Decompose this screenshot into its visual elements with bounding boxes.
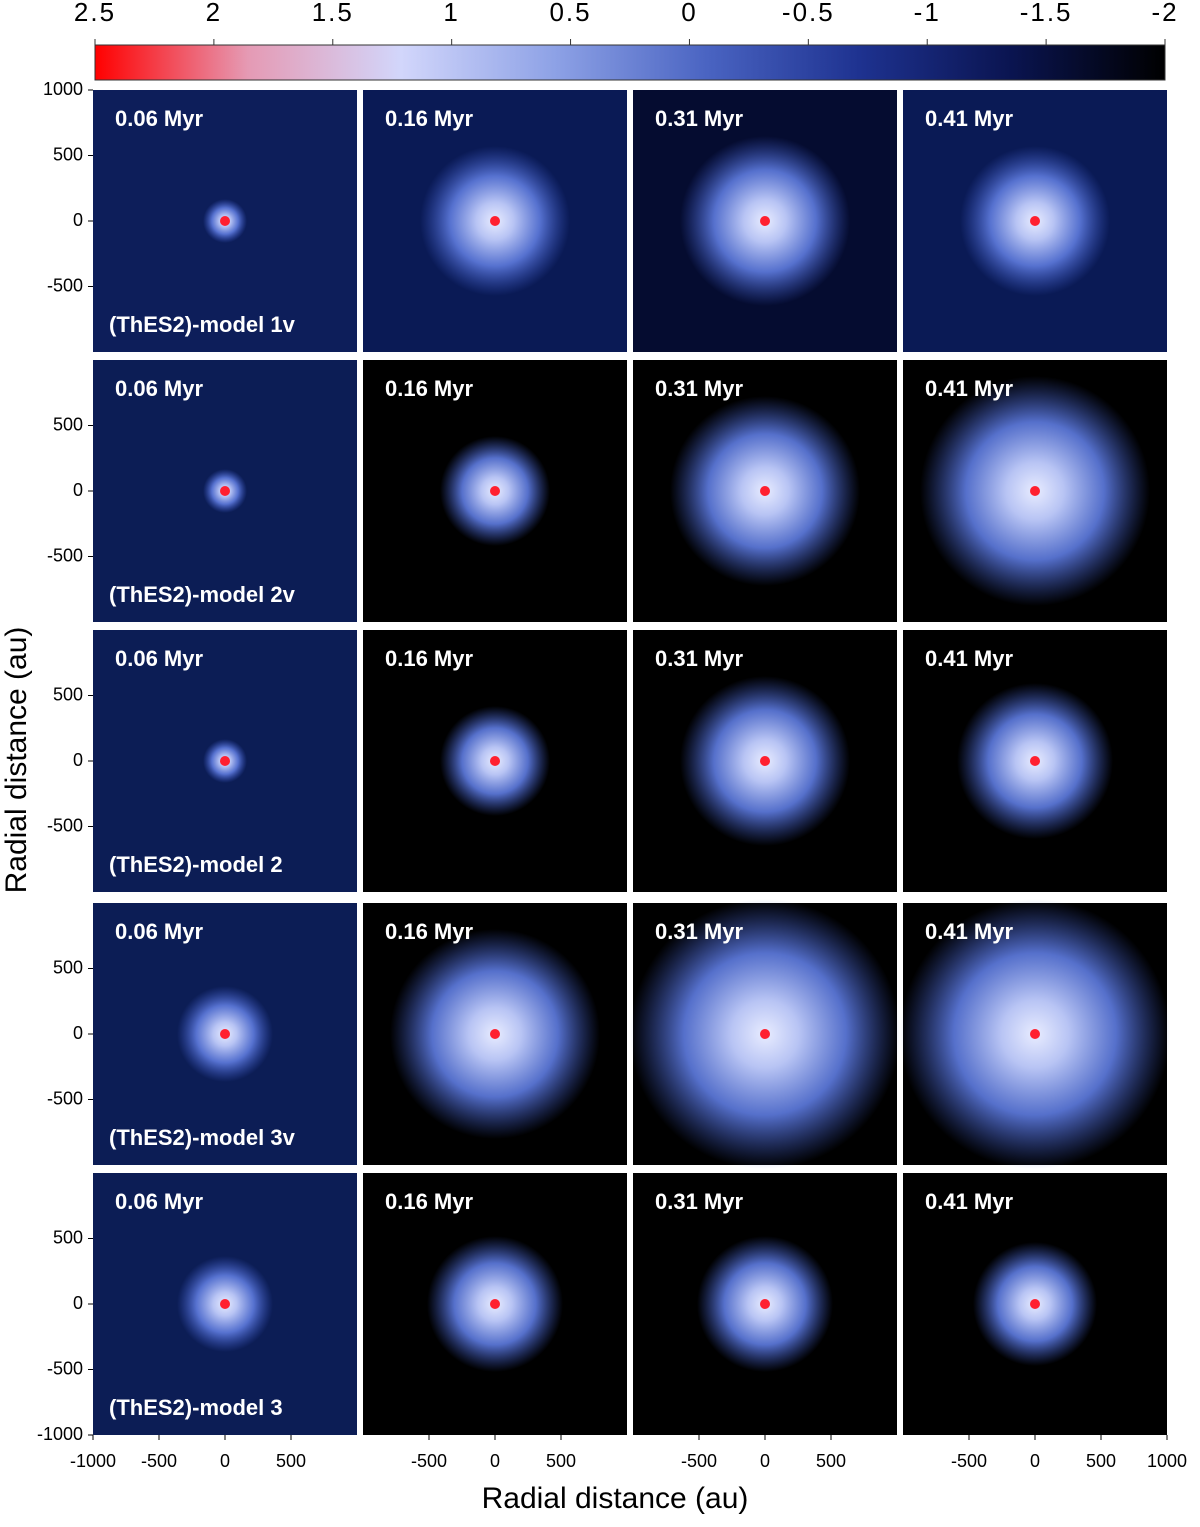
star bbox=[1030, 1299, 1040, 1309]
y-tick-label: 0 bbox=[73, 1293, 83, 1313]
y-tick-label: 500 bbox=[53, 684, 83, 704]
colorbar-tick-label: 2 bbox=[206, 0, 222, 27]
star bbox=[490, 486, 500, 496]
y-tick-label: -500 bbox=[47, 275, 83, 295]
time-label: 0.16 Myr bbox=[385, 646, 473, 671]
y-tick-label: 500 bbox=[53, 1227, 83, 1247]
time-label: 0.41 Myr bbox=[925, 919, 1013, 944]
star bbox=[220, 1299, 230, 1309]
x-tick-label: 0 bbox=[1030, 1451, 1040, 1471]
x-tick-label: 500 bbox=[816, 1451, 846, 1471]
star bbox=[490, 216, 500, 226]
colorbar-tick-label: -1 bbox=[914, 0, 941, 27]
colorbar-tick-label: 2.5 bbox=[74, 0, 116, 27]
star bbox=[1030, 756, 1040, 766]
colorbar-tick-label: 1 bbox=[443, 0, 459, 27]
time-label: 0.16 Myr bbox=[385, 106, 473, 131]
y-tick-label: 0 bbox=[73, 210, 83, 230]
y-tick-label: 0 bbox=[73, 750, 83, 770]
y-tick-label: 0 bbox=[73, 480, 83, 500]
colorbar-tick-label: 1.5 bbox=[312, 0, 354, 27]
star bbox=[490, 1029, 500, 1039]
y-tick-label: 500 bbox=[53, 144, 83, 164]
x-tick-label: 500 bbox=[1086, 1451, 1116, 1471]
y-tick-label: -1000 bbox=[37, 1424, 83, 1444]
star bbox=[760, 486, 770, 496]
colorbar-tick-label: 0.5 bbox=[549, 0, 591, 27]
y-tick-label: 500 bbox=[53, 957, 83, 977]
y-tick-label: 500 bbox=[53, 414, 83, 434]
y-tick-label: 0 bbox=[73, 1023, 83, 1043]
x-tick-label: 500 bbox=[276, 1451, 306, 1471]
star bbox=[760, 1029, 770, 1039]
model-label: (ThES2)-model 2 bbox=[109, 852, 283, 877]
time-label: 0.06 Myr bbox=[115, 919, 203, 944]
colorbar-tick-label: -0.5 bbox=[782, 0, 835, 27]
y-tick-label: -500 bbox=[47, 1358, 83, 1378]
time-label: 0.41 Myr bbox=[925, 106, 1013, 131]
time-label: 0.06 Myr bbox=[115, 376, 203, 401]
x-tick-label: -500 bbox=[951, 1451, 987, 1471]
y-axis-label: Radial distance (au) bbox=[0, 627, 33, 894]
star bbox=[760, 756, 770, 766]
model-label: (ThES2)-model 2v bbox=[109, 582, 296, 607]
star bbox=[220, 486, 230, 496]
y-tick-label: 1000 bbox=[43, 79, 83, 99]
x-tick-label: 0 bbox=[490, 1451, 500, 1471]
star bbox=[220, 1029, 230, 1039]
star bbox=[760, 216, 770, 226]
time-label: 0.41 Myr bbox=[925, 1189, 1013, 1214]
time-label: 0.16 Myr bbox=[385, 919, 473, 944]
star bbox=[490, 1299, 500, 1309]
model-label: (ThES2)-model 1v bbox=[109, 312, 296, 337]
x-axis-label: Radial distance (au) bbox=[482, 1482, 749, 1515]
x-tick-label: 500 bbox=[546, 1451, 576, 1471]
time-label: 0.31 Myr bbox=[655, 1189, 743, 1214]
colorbar-tick-label: 0 bbox=[681, 0, 697, 27]
colorbar-tick-label: -2 bbox=[1151, 0, 1178, 27]
x-tick-label: 0 bbox=[760, 1451, 770, 1471]
time-label: 0.06 Myr bbox=[115, 646, 203, 671]
x-tick-label: 0 bbox=[220, 1451, 230, 1471]
x-tick-label: 1000 bbox=[1147, 1451, 1187, 1471]
time-label: 0.16 Myr bbox=[385, 1189, 473, 1214]
time-label: 0.06 Myr bbox=[115, 106, 203, 131]
x-tick-label: -500 bbox=[681, 1451, 717, 1471]
time-label: 0.41 Myr bbox=[925, 646, 1013, 671]
time-label: 0.31 Myr bbox=[655, 106, 743, 131]
star bbox=[220, 756, 230, 766]
y-tick-label: -500 bbox=[47, 545, 83, 565]
model-label: (ThES2)-model 3 bbox=[109, 1395, 283, 1420]
time-label: 0.31 Myr bbox=[655, 376, 743, 401]
time-label: 0.31 Myr bbox=[655, 919, 743, 944]
star bbox=[1030, 1029, 1040, 1039]
x-tick-label: -500 bbox=[141, 1451, 177, 1471]
y-tick-label: -500 bbox=[47, 815, 83, 835]
star bbox=[220, 216, 230, 226]
x-tick-label: -500 bbox=[411, 1451, 447, 1471]
time-label: 0.41 Myr bbox=[925, 376, 1013, 401]
x-tick-label: -1000 bbox=[70, 1451, 116, 1471]
star bbox=[490, 756, 500, 766]
time-label: 0.31 Myr bbox=[655, 646, 743, 671]
model-label: (ThES2)-model 3v bbox=[109, 1125, 296, 1150]
time-label: 0.06 Myr bbox=[115, 1189, 203, 1214]
star bbox=[1030, 216, 1040, 226]
colorbar bbox=[94, 44, 1166, 81]
time-label: 0.16 Myr bbox=[385, 376, 473, 401]
star bbox=[1030, 486, 1040, 496]
colorbar-tick-label: -1.5 bbox=[1020, 0, 1073, 27]
star bbox=[760, 1299, 770, 1309]
y-tick-label: -500 bbox=[47, 1088, 83, 1108]
